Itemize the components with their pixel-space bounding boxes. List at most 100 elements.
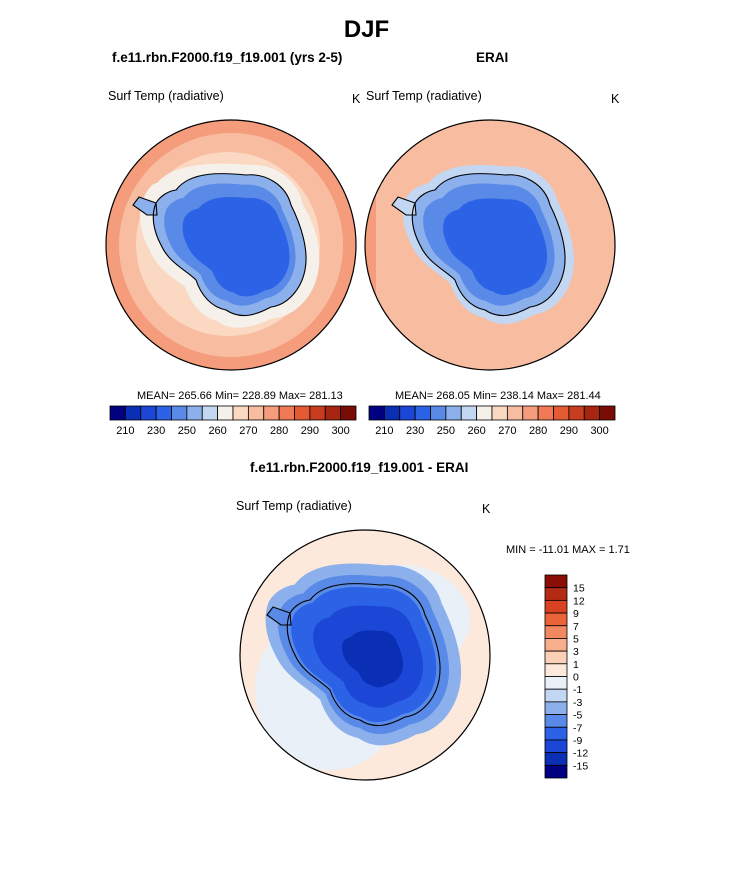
colorbar-swatch bbox=[522, 405, 539, 421]
colorbar-swatch bbox=[537, 405, 554, 421]
colorbar-swatch bbox=[544, 574, 568, 589]
colorbar-swatch bbox=[171, 405, 188, 421]
left-stats: MEAN= 265.66 Min= 228.89 Max= 281.13 bbox=[137, 390, 343, 402]
colorbar-swatch bbox=[544, 625, 568, 639]
colorbar-swatch bbox=[544, 714, 568, 728]
colorbar-swatch bbox=[476, 405, 493, 421]
colorbar-swatch bbox=[599, 405, 616, 421]
colorbar-tick-label: 270 bbox=[498, 425, 516, 437]
colorbar-swatch bbox=[430, 405, 447, 421]
colorbar-swatch bbox=[140, 405, 157, 421]
colorbar-swatch bbox=[544, 599, 568, 614]
colorbar-tick-label: 12 bbox=[573, 595, 585, 607]
left-variable-label: Surf Temp (radiative) bbox=[108, 89, 224, 103]
colorbar-swatch bbox=[544, 587, 568, 601]
colorbar-tick-label: 270 bbox=[239, 425, 257, 437]
colorbar-swatch bbox=[544, 764, 568, 779]
colorbar-tick-label: 5 bbox=[573, 633, 579, 645]
left-map-border bbox=[105, 119, 357, 371]
colorbar-tick-label: 3 bbox=[573, 646, 579, 658]
colorbar-swatch bbox=[309, 405, 326, 421]
colorbar-swatch bbox=[368, 405, 385, 421]
diff-map-border bbox=[239, 529, 491, 781]
right-units-label: K bbox=[611, 92, 620, 106]
right-colorbar: 210 230 250 260 270 280 290 300 bbox=[368, 405, 616, 437]
colorbar-swatch bbox=[568, 405, 585, 421]
colorbar-swatch bbox=[544, 650, 568, 665]
colorbar-tick-label: -7 bbox=[573, 722, 582, 734]
colorbar-swatch bbox=[263, 405, 280, 421]
left-panel-title: f.e11.rbn.F2000.f19_f19.001 (yrs 2-5) bbox=[112, 50, 343, 65]
colorbar-tick-label: -9 bbox=[573, 735, 582, 747]
colorbar-tick-label: 15 bbox=[573, 583, 585, 595]
colorbar-tick-label: 280 bbox=[529, 425, 547, 437]
colorbar-tick-label: 260 bbox=[467, 425, 485, 437]
colorbar-tick-label: -1 bbox=[573, 684, 582, 696]
colorbar-tick-label: -15 bbox=[573, 760, 588, 772]
colorbar-swatch bbox=[445, 405, 462, 421]
colorbar-swatch bbox=[544, 638, 568, 652]
right-variable-label: Surf Temp (radiative) bbox=[366, 89, 482, 103]
colorbar-swatch bbox=[124, 405, 142, 421]
left-units-label: K bbox=[352, 92, 361, 106]
colorbar-tick-label: 7 bbox=[573, 621, 579, 633]
colorbar-tick-label: 250 bbox=[437, 425, 455, 437]
right-map-warm-edge bbox=[365, 180, 376, 300]
colorbar-tick-label: 1 bbox=[573, 659, 579, 671]
colorbar-tick-label: 9 bbox=[573, 608, 579, 620]
colorbar-tick-label: 250 bbox=[178, 425, 196, 437]
colorbar-swatch bbox=[544, 612, 568, 627]
diff-stats: MIN = -11.01 MAX = 1.71 bbox=[506, 544, 630, 556]
colorbar-swatch bbox=[544, 663, 568, 677]
colorbar-tick-label: 290 bbox=[560, 425, 578, 437]
colorbar-tick-label: 230 bbox=[147, 425, 165, 437]
colorbar-tick-label: 280 bbox=[270, 425, 288, 437]
colorbar-swatch bbox=[201, 405, 219, 421]
colorbar-tick-label: -5 bbox=[573, 710, 582, 722]
colorbar-swatch bbox=[544, 676, 568, 690]
colorbar-swatch bbox=[506, 405, 524, 421]
diff-units-label: K bbox=[482, 502, 491, 516]
left-colorbar: 210 230 250 260 270 280 290 300 bbox=[109, 405, 357, 437]
right-stats: MEAN= 268.05 Min= 238.14 Max= 281.44 bbox=[395, 390, 601, 402]
colorbar-swatch bbox=[247, 405, 265, 421]
colorbar-swatch bbox=[340, 405, 357, 421]
colorbar-tick-label: 300 bbox=[590, 425, 608, 437]
left-map bbox=[105, 119, 357, 371]
right-map bbox=[364, 119, 616, 371]
colorbar-swatch bbox=[278, 405, 295, 421]
colorbar-tick-label: 260 bbox=[208, 425, 226, 437]
colorbar-swatch bbox=[491, 405, 508, 421]
colorbar-swatch bbox=[383, 405, 401, 421]
colorbar-tick-label: 300 bbox=[331, 425, 349, 437]
colorbar-tick-label: 0 bbox=[573, 672, 579, 684]
colorbar-swatch bbox=[544, 752, 568, 766]
colorbar-swatch bbox=[155, 405, 172, 421]
colorbar-swatch bbox=[232, 405, 249, 421]
colorbar-tick-label: -12 bbox=[573, 748, 588, 760]
colorbar-swatch bbox=[186, 405, 203, 421]
colorbar-tick-label: 210 bbox=[116, 425, 134, 437]
colorbar-tick-label: -3 bbox=[573, 697, 582, 709]
diff-panel-title: f.e11.rbn.F2000.f19_f19.001 - ERAI bbox=[250, 460, 469, 475]
colorbar-swatch bbox=[399, 405, 416, 421]
right-panel-title: ERAI bbox=[476, 50, 509, 65]
colorbar-swatch bbox=[544, 726, 568, 741]
right-map-border bbox=[364, 119, 616, 371]
colorbar-swatch bbox=[217, 405, 234, 421]
page-title: DJF bbox=[343, 16, 390, 43]
colorbar-swatch bbox=[583, 405, 601, 421]
colorbar-swatch bbox=[553, 405, 570, 421]
colorbar-swatch bbox=[544, 688, 568, 703]
colorbar-swatch bbox=[544, 739, 568, 754]
colorbar-swatch bbox=[544, 701, 568, 715]
colorbar-tick-label: 230 bbox=[406, 425, 424, 437]
colorbar-tick-label: 290 bbox=[301, 425, 319, 437]
colorbar-swatch bbox=[294, 405, 311, 421]
diff-variable-label: Surf Temp (radiative) bbox=[236, 499, 352, 513]
colorbar-swatch bbox=[460, 405, 478, 421]
colorbar-tick-label: 210 bbox=[375, 425, 393, 437]
diff-map bbox=[239, 529, 491, 781]
